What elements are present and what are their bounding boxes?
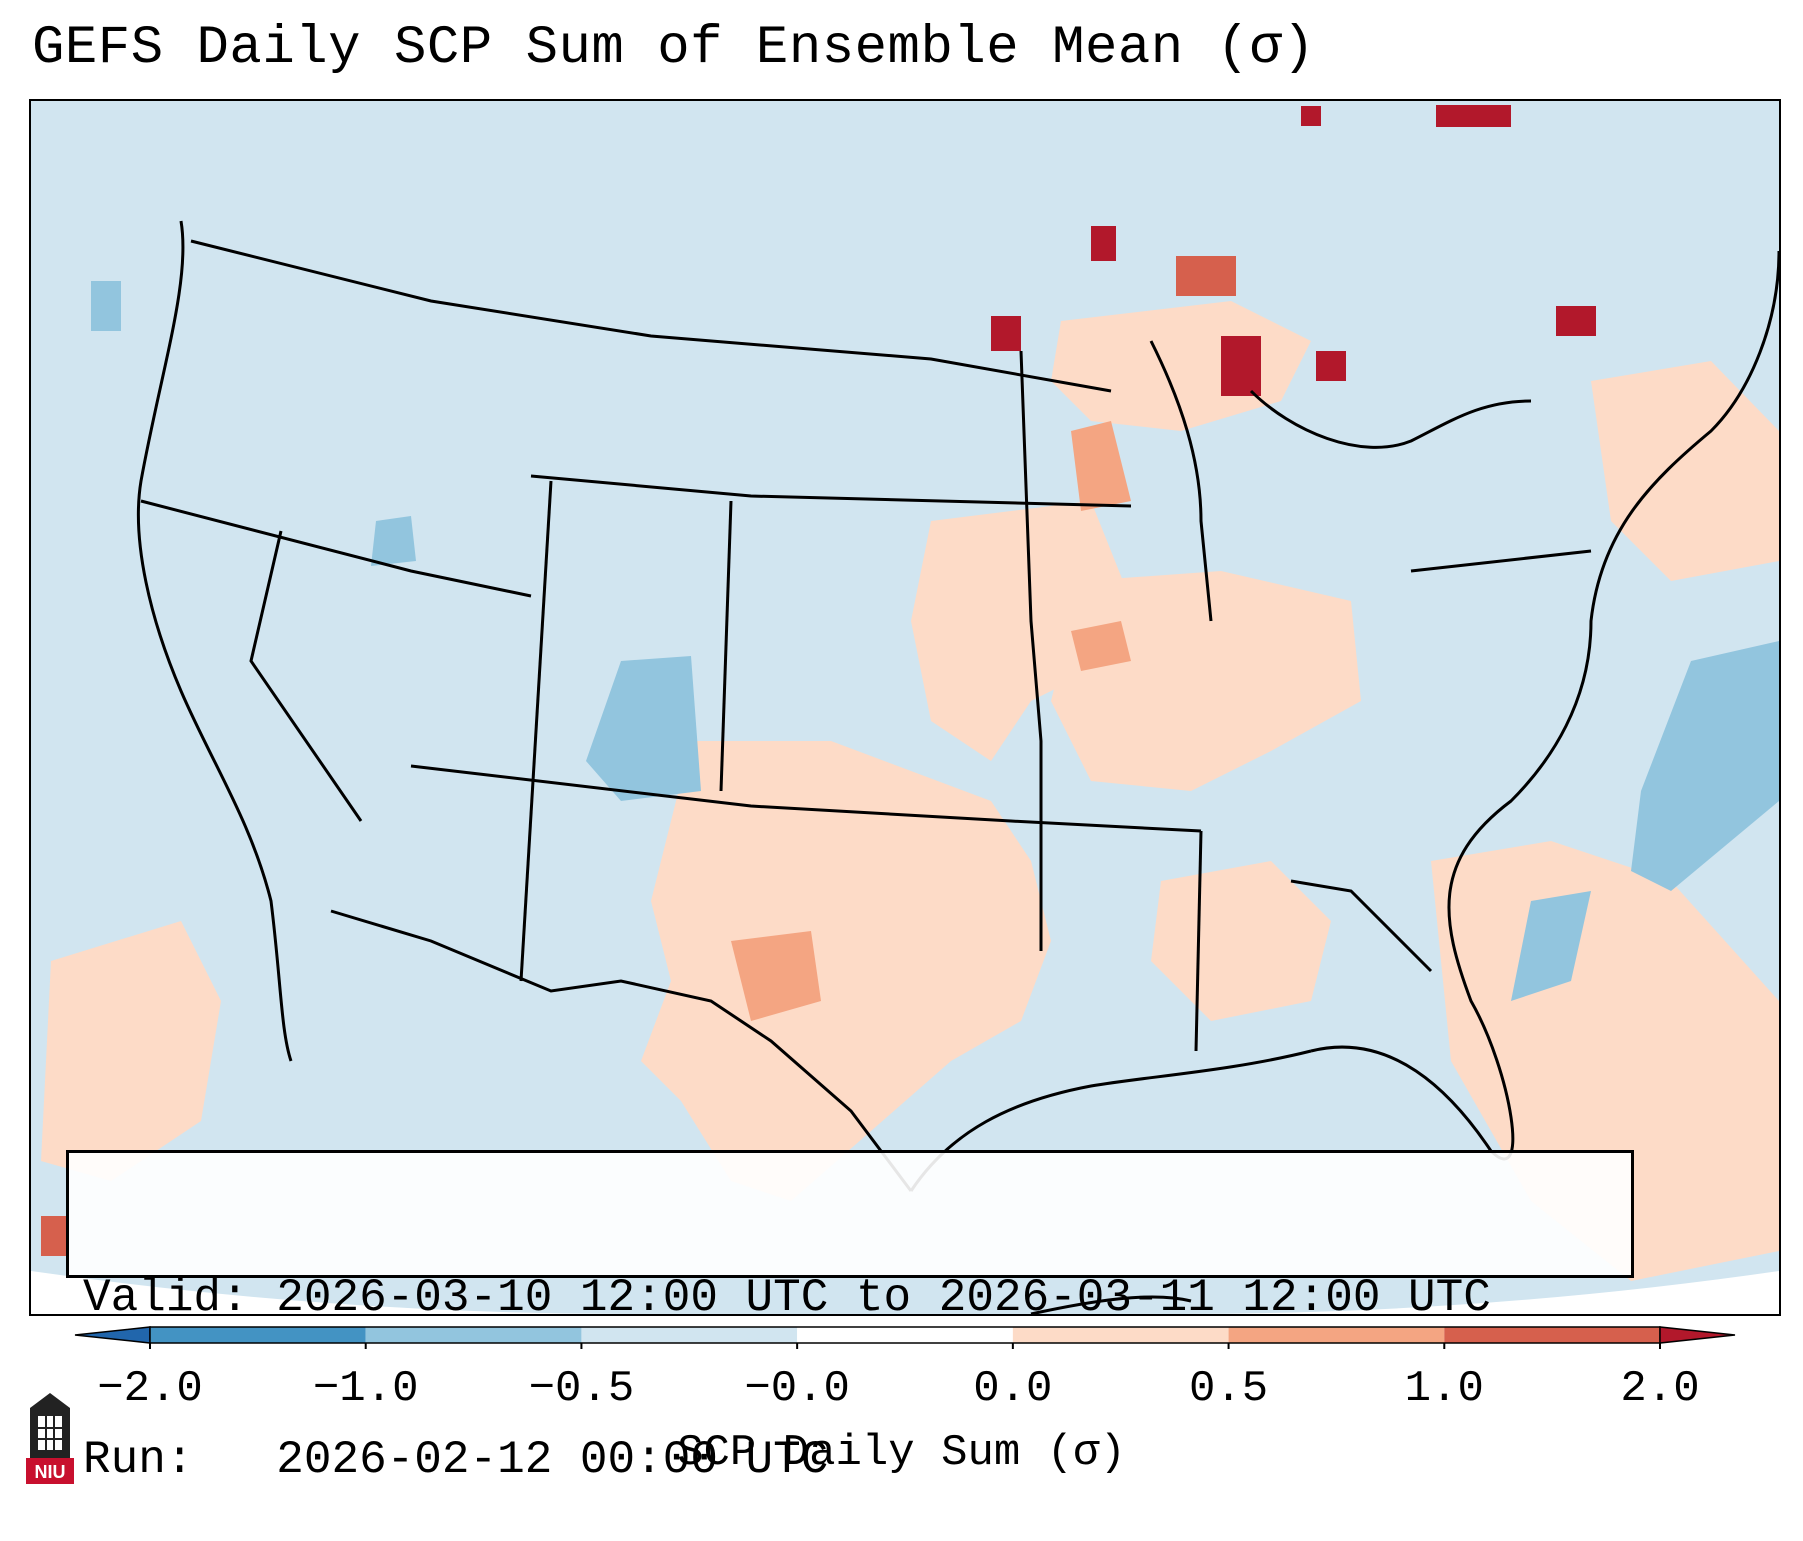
lake-huron-outline [1249,389,1532,449]
valid-run-info-box: Valid: 2026-03-10 12:00 UTC to 2026-03-1… [66,1150,1634,1486]
boundary-lines [136,220,1779,1314]
wisconsin-moderate-region [1071,421,1131,511]
missouri-moderate-region [1071,621,1131,671]
pacific-nw-negative-cell [91,281,121,331]
colorbar-extend-low [74,1326,151,1344]
hudson-bay-strong-cell [1301,106,1321,126]
atlantic-negative-strip [1511,891,1591,1001]
projected-map [31,101,1779,1314]
gulf-coastline [909,1049,1312,1192]
run-value: 2026-02-12 00:00 UTC [276,1434,829,1486]
colorbar [74,1326,1736,1349]
atlantic-ne-positive-region [1591,361,1779,581]
central-state-line [530,474,1132,508]
texas-positive-region [641,741,1051,1201]
valid-label: Valid: [83,1272,249,1324]
midwest-positive-region [911,501,1131,761]
upper-lakes-positive-region [1051,301,1311,431]
colorbar-bin [1012,1327,1229,1343]
pennsylvania-line [1410,549,1592,573]
map-title: GEFS Daily SCP Sum of Ensemble Mean (σ) [32,18,1316,79]
pacific-strong-cell [41,1216,66,1256]
mexico-border [330,909,913,1192]
mississippi-line [1019,350,1043,951]
colorbar-tick-label: 2.0 [1620,1364,1700,1414]
pacific-positive-region [41,921,221,1181]
ohio-valley-positive-region [1051,571,1361,791]
valid-line: Valid: 2026-03-10 12:00 UTC to 2026-03-1… [83,1271,1617,1325]
lake-superior-strong-cell [1221,336,1261,396]
colorbar-bin [797,1327,1013,1343]
kansas-oklahoma-line [410,764,1202,833]
colorbar-tick-label: 1.0 [1404,1364,1484,1414]
negative-anomaly-layer [91,281,1779,1001]
domain-edge-left [31,1271,631,1314]
colorbar-tick-label: −0.5 [528,1364,635,1414]
rockies-vertical-line [519,480,553,982]
run-label: Run: [83,1434,194,1486]
colorbar-tick-label: −1.0 [312,1364,419,1414]
colorbar-extend-high [1659,1326,1736,1344]
atlantic-negative-region [1631,641,1779,891]
cuba-outline [1030,1295,1192,1314]
colorado-negative-region [586,656,701,801]
colorbar-bin [150,1327,366,1343]
colorbar-tick-label: −2.0 [97,1364,203,1414]
north-ontario-strong-cell [1091,226,1116,261]
colorbar-bin [1444,1327,1660,1343]
west-texas-moderate-region [731,931,821,1021]
lake-michigan-outline [1149,340,1213,622]
colorbar-label: SCP Daily Sum (σ) [677,1428,1126,1478]
colorbar-tick-label: 0.5 [1188,1364,1269,1414]
plains-vertical-line [719,500,733,792]
positive-anomaly-layer [41,301,1779,1281]
alabama-line [1194,830,1203,1052]
manitoba-strong-cell [991,316,1021,351]
pacific-coastline [136,220,293,1062]
ontario-east-strong-cell [1316,351,1346,381]
quebec-strong-cell [1556,306,1596,336]
nevada-line [249,530,363,822]
northern-state-line [140,499,532,598]
run-line: Run: 2026-02-12 00:00 UTC [83,1433,1617,1487]
university-building-icon: NIU [26,1393,74,1484]
domain-edge-right [1181,1271,1779,1314]
idaho-negative-cell [371,516,416,566]
colorbar-bin [581,1327,798,1343]
southeast-positive-region [1151,861,1331,1021]
canada-border [190,239,1112,393]
colorbar-tick-label: −0.0 [744,1364,850,1414]
map-panel [29,99,1781,1316]
strong-anomaly-layer [41,105,1596,1256]
hudson-strong-cell [1436,105,1511,127]
logo-text: NIU [35,1462,66,1482]
colorbar-bin [1228,1327,1445,1343]
georgia-line [1290,879,1433,973]
colorbar-bin [365,1327,582,1343]
valid-value: 2026-03-10 12:00 UTC to 2026-03-11 12:00… [276,1272,1491,1324]
ontario-strong-cell [1176,256,1236,296]
colorbar-tick-label: 0.0 [973,1364,1053,1414]
